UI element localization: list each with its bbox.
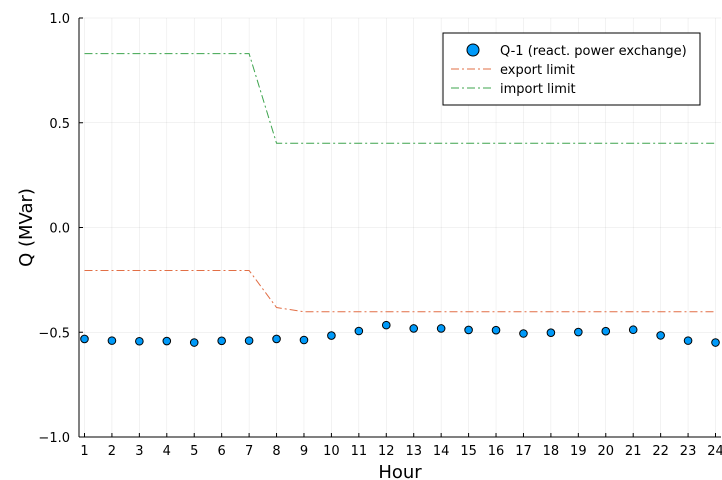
x-tick-label: 13 (405, 444, 422, 459)
data-point (189, 338, 199, 347)
x-tick-label: 2 (108, 444, 116, 459)
data-point (436, 324, 446, 333)
legend-label: export limit (500, 63, 575, 78)
data-point (299, 335, 309, 345)
plot-area (80, 53, 720, 347)
x-tick-label: 24 (707, 444, 722, 459)
x-tick-label: 22 (652, 444, 669, 459)
data-point (464, 325, 473, 335)
x-tick-label: 15 (460, 444, 477, 459)
x-tick-label: 5 (190, 444, 198, 459)
data-point (574, 327, 583, 337)
x-tick-label: 14 (433, 444, 450, 459)
legend-label: import limit (500, 82, 576, 97)
x-tick-label: 8 (272, 444, 280, 459)
x-tick-label: 18 (543, 444, 560, 459)
data-point (409, 324, 419, 333)
x-tick-label: 1 (80, 444, 88, 459)
legend-label: Q-1 (react. power exchange) (500, 44, 687, 59)
data-point (107, 336, 117, 345)
data-point (272, 334, 281, 344)
series-line-1 (84, 269, 716, 313)
x-tick-label: 10 (323, 444, 340, 459)
x-tick-label: 20 (597, 444, 614, 459)
data-point (162, 336, 172, 346)
x-tick-label: 17 (515, 444, 532, 459)
data-point (711, 338, 720, 347)
ticks: 1 2 3 4 5 6 7 8 9 10 11 12 13 14 15 16 17 18 19 20 21 22 23 24−… (38, 12, 722, 459)
data-point (354, 326, 364, 336)
x-tick-label: 21 (625, 444, 642, 459)
data-point (80, 334, 89, 344)
y-tick-label: −1.0 (38, 431, 70, 446)
x-tick-label: 9 (300, 444, 308, 459)
data-point (656, 331, 665, 340)
data-point (491, 325, 501, 335)
y-tick-label: 0.0 (49, 222, 70, 237)
data-point (135, 336, 144, 346)
data-point (683, 336, 693, 345)
data-point (601, 326, 611, 336)
data-point (628, 325, 638, 335)
x-tick-label: 16 (488, 444, 505, 459)
data-point (244, 336, 254, 345)
data-point (327, 331, 336, 340)
x-tick-label: 19 (570, 444, 587, 459)
legend-marker (466, 43, 480, 57)
x-axis-title: Hour (378, 462, 422, 480)
data-point (546, 328, 556, 337)
data-point (217, 336, 226, 346)
data-point (381, 320, 391, 330)
x-tick-label: 12 (378, 444, 395, 459)
x-tick-label: 7 (245, 444, 253, 459)
legend: Q-1 (react. power exchange) export limit i… (442, 32, 701, 106)
x-tick-label: 6 (218, 444, 226, 459)
series-line-2 (84, 53, 716, 144)
data-point (519, 329, 528, 338)
y-axis-title: Q (MVar) (16, 188, 37, 267)
x-tick-label: 4 (163, 444, 171, 459)
x-tick-label: 11 (351, 444, 368, 459)
x-tick-label: 3 (135, 444, 143, 459)
y-tick-label: −0.5 (38, 326, 70, 341)
x-tick-label: 23 (680, 444, 697, 459)
y-tick-label: 0.5 (49, 117, 70, 132)
y-tick-label: 1.0 (49, 12, 70, 27)
